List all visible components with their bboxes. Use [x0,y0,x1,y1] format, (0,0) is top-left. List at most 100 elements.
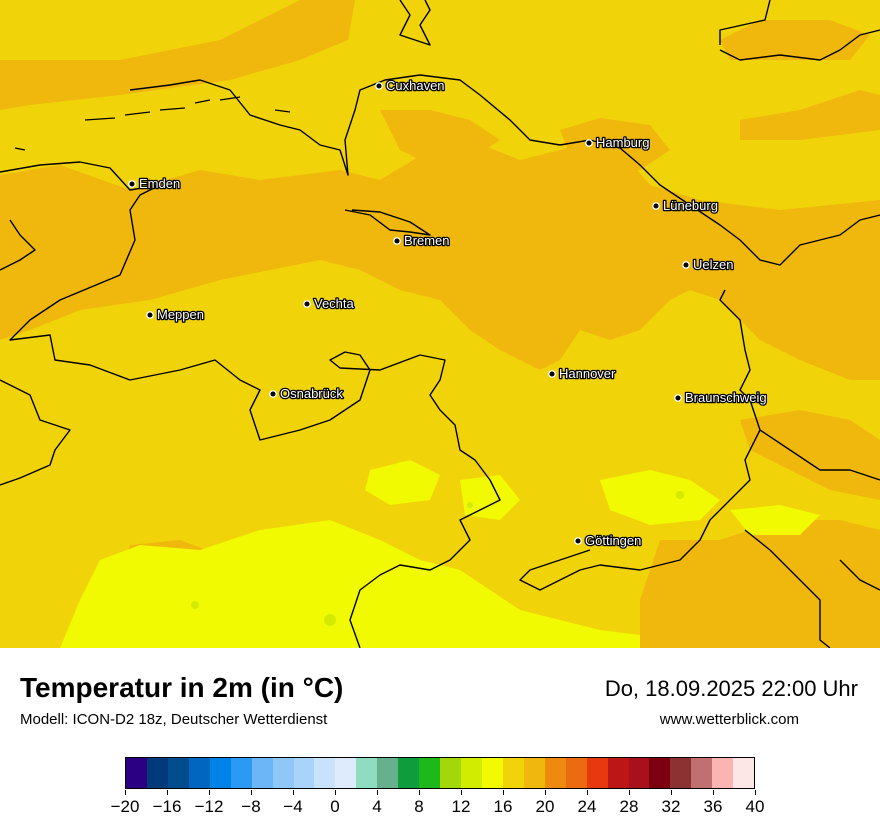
tick-mark [208,790,210,795]
colorbar-segment [440,758,461,788]
colorbar-segment [209,758,231,788]
tick-mark [334,790,336,795]
colorbar-segment [272,758,294,788]
colorbar-segment [377,758,399,788]
colorbar-segment [398,758,420,788]
city-label-braunschweig: Braunschweig [685,390,767,405]
website-link[interactable]: www.wetterblick.com [659,711,799,728]
tick-mark [166,790,168,795]
colorbar-segment [419,758,441,788]
tick-label: −4 [283,797,303,816]
boundaries [0,0,880,648]
tick-label: −12 [194,797,224,816]
colorbar-segment [293,758,315,788]
tick-label: 0 [330,797,340,816]
colorbar-segment [335,758,357,788]
forecast-datetime: Do, 18.09.2025 22:00 Uhr [604,676,858,701]
map-footer: Temperatur in 2m (in °C) Modell: ICON-D2… [0,648,880,830]
city-label-cuxhaven: Cuxhaven [386,78,445,93]
tick-mark [670,790,672,795]
tick-label: 32 [661,797,681,816]
city-dot-hannover [548,370,556,378]
colorbar-segment [565,758,587,788]
city-label-uelzen: Uelzen [693,257,733,272]
city-dot-uelzen [682,261,690,269]
colorbar-segment [230,758,252,788]
city-dot-lueneburg [652,202,660,210]
colorbar-segment [544,758,566,788]
model-source: Modell: ICON-D2 18z, Deutscher Wetterdie… [20,711,328,728]
city-dot-vechta [303,300,311,308]
colorbar-segment [502,758,524,788]
colorbar-segment [481,758,503,788]
city-label-vechta: Vechta [314,296,355,311]
tick-mark [418,790,420,795]
city-label-bremen: Bremen [404,233,450,248]
city-label-osnabrueck: Osnabrück [280,386,343,401]
temperature-map: Cuxhaven Hamburg Emden Bremen Lüneburg Uelzen… [0,0,880,648]
city-label-lueneburg: Lüneburg [663,198,718,213]
colorbar-segment [461,758,482,788]
tick-mark [712,790,714,795]
colorbar-segment [586,758,608,788]
city-dot-meppen [146,311,154,319]
city-dot-osnabrueck [269,390,277,398]
tick-label: −8 [241,797,261,816]
tick-mark [292,790,294,795]
city-dot-bremen [393,237,401,245]
city-label-emden: Emden [139,176,180,191]
city-dot-cuxhaven [375,82,383,90]
tick-mark [628,790,630,795]
tick-mark [460,790,462,795]
city-dot-goettingen [574,537,582,545]
colorbar-segment [126,758,147,788]
colorbar-segment [167,758,189,788]
tick-label: 24 [577,797,597,816]
tick-mark [502,790,504,795]
tick-mark [544,790,546,795]
tick-label: 20 [535,797,555,816]
city-dot-braunschweig [674,394,682,402]
map-canvas: Cuxhaven Hamburg Emden Bremen Lüneburg Uelzen… [0,0,880,648]
colorbar-segment [733,758,755,788]
tick-label: 4 [372,797,382,816]
tick-label: 36 [703,797,723,816]
city-label-hamburg: Hamburg [596,135,649,150]
colorbar-segment [314,758,336,788]
colorbar-segment [691,758,713,788]
colorbar-segment [523,758,545,788]
city-label-hannover: Hannover [559,366,616,381]
cool-zones [60,460,820,648]
tick-label: 8 [414,797,424,816]
colorbar-segment [607,758,629,788]
colorbar-segment [251,758,273,788]
tick-mark [754,790,756,795]
temperature-colorbar [125,757,755,789]
city-dot-emden [128,180,136,188]
colorbar-segment [146,758,168,788]
colorbar-segment [188,758,210,788]
colorbar-ticks: −20 −16 −12 −8 −4 0 4 8 12 16 20 24 28 32 36 40 [0,790,880,825]
coolest-spots [191,491,684,626]
tick-label: 16 [493,797,513,816]
tick-label: −16 [152,797,182,816]
islands [14,96,291,151]
tick-label: 28 [619,797,639,816]
colorbar-segment [670,758,692,788]
tick-mark [250,790,252,795]
city-markers: Cuxhaven Hamburg Emden Bremen Lüneburg Uelzen… [128,77,768,549]
city-label-goettingen: Göttingen [585,533,641,548]
tick-mark [586,790,588,795]
colorbar-segment [356,758,378,788]
tick-label: 12 [451,797,471,816]
colorbar-segment [628,758,650,788]
city-dot-hamburg [585,139,593,147]
map-title: Temperatur in 2m (in °C) [20,672,344,703]
tick-mark [124,790,126,795]
colorbar-segment [649,758,671,788]
colorbar-segment [712,758,734,788]
tick-mark [376,790,378,795]
tick-label: −20 [110,797,140,816]
tick-label: 40 [745,797,765,816]
city-label-meppen: Meppen [157,307,204,322]
